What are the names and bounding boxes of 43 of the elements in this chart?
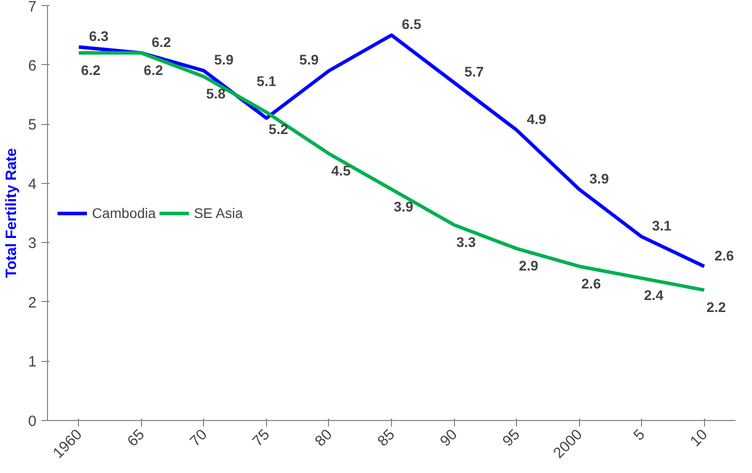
y-tick-label: 5: [28, 116, 36, 134]
data-label: 5.1: [256, 73, 276, 90]
data-label: 6.2: [81, 62, 101, 78]
data-label: 6.2: [152, 34, 172, 50]
data-label: 5.9: [214, 52, 234, 68]
y-tick-label: 7: [28, 0, 36, 16]
x-tick-label: 90: [436, 426, 461, 450]
x-tick-label: 65: [124, 426, 148, 450]
x-tick-label: 70: [186, 426, 211, 450]
data-label: 3.9: [589, 170, 610, 186]
data-label: 6.5: [402, 16, 422, 32]
data-label: 2.6: [714, 247, 734, 264]
y-tick-label: 3: [28, 235, 36, 252]
data-label: 5.8: [206, 86, 226, 102]
line-series: [77, 51, 706, 292]
x-tick-label: 75: [249, 426, 274, 450]
y-tick-label: 0: [28, 413, 36, 430]
legend-label: Cambodia: [92, 204, 156, 220]
x-tick-label: 80: [312, 426, 336, 450]
data-label: 3.3: [456, 234, 476, 250]
data-label: 5.7: [464, 64, 484, 80]
data-label: 2.2: [706, 299, 726, 316]
y-axis-title: Total Fertility Rate: [3, 148, 20, 278]
x-tick-label: 95: [499, 426, 524, 450]
data-label: 2.6: [581, 275, 602, 292]
x-tick-label: 85: [374, 426, 398, 450]
data-label: 2.9: [518, 258, 539, 274]
y-tick-label: 1: [28, 354, 36, 371]
data-label: 6.2: [144, 62, 164, 78]
data-label: 4.9: [526, 111, 547, 127]
legend-label: SE Asia: [194, 204, 243, 220]
y-tick-label: 4: [28, 176, 36, 193]
data-label: 3.1: [652, 218, 672, 234]
y-tick-label: 6: [28, 57, 36, 74]
data-label: 4.5: [331, 162, 351, 179]
x-tick-label: 5: [630, 426, 648, 444]
y-tick-label: 2: [28, 294, 36, 312]
data-label: 5.2: [268, 121, 288, 138]
data-label: 6.3: [89, 28, 109, 44]
data-label: 2.4: [644, 287, 664, 304]
x-tick-label: 10: [687, 426, 711, 450]
data-label: 3.9: [394, 198, 414, 214]
data-label: 5.9: [299, 52, 319, 68]
